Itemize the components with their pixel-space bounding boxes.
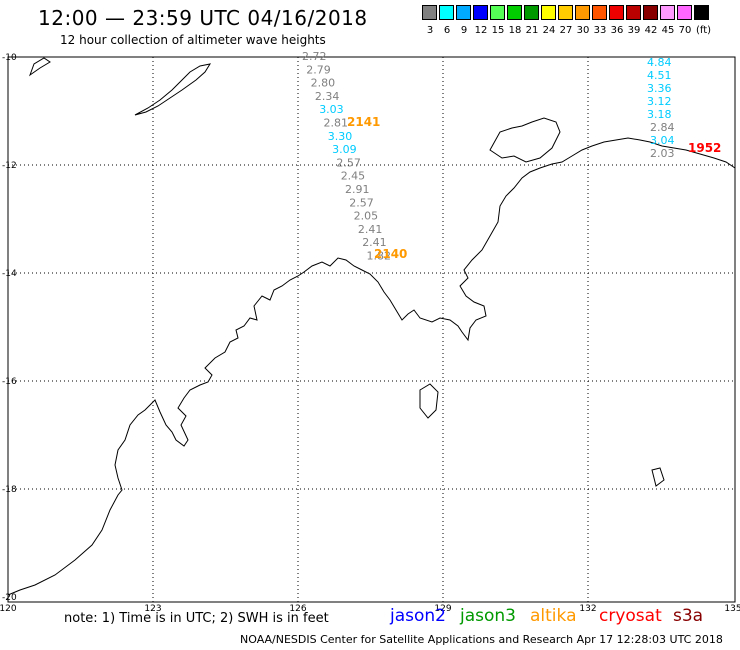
color-scale-label: 18 [508,25,522,36]
color-swatch [422,5,437,20]
legend-entry-altika: altika [530,606,577,626]
swh-reading: 2.03 [650,147,675,160]
color-swatch [541,5,556,20]
color-scale-label: 33 [593,25,607,36]
swh-reading: 2.79 [306,63,331,76]
swh-reading: 3.09 [332,143,357,156]
satellite-tracks: 2.722.792.802.343.032.813.303.092.572.45… [302,50,721,263]
color-swatch [677,5,692,20]
color-scale-unit: (ft) [696,25,712,36]
pass-time-label: 2140 [374,247,407,261]
color-scale-label: 70 [678,25,692,36]
color-swatch [694,5,709,20]
lon-tick-label: 123 [144,604,161,614]
color-scale-label: 12 [474,25,488,36]
swh-reading: 2.81 [324,117,349,130]
coastline-island-bay [419,383,439,419]
swh-reading: 2.05 [354,210,379,223]
swh-reading: 2.72 [302,50,327,63]
map-frame [7,56,736,603]
lat-tick-label: -10 [2,53,17,63]
swh-reading: 2.57 [336,156,361,169]
color-swatch [456,5,471,20]
color-swatch [507,5,522,20]
lat-tick-label: -18 [2,485,17,495]
swh-reading: 4.84 [647,56,672,69]
color-swatch [609,5,624,20]
swh-reading: 3.04 [650,134,675,147]
color-swatch [575,5,590,20]
swh-reading: 2.57 [349,196,374,209]
color-swatch [558,5,573,20]
legend-entry-jason2: jason2 [390,606,446,626]
swh-reading: 1.82 [367,250,392,263]
color-swatch [660,5,675,20]
color-swatch [643,5,658,20]
lat-tick-label: -14 [2,269,17,279]
lat-lon-grid: 120 123 126 129 132 135 -10 -12 -14 -16 -18 -20 [0,53,740,614]
color-scale-label: 21 [525,25,539,36]
swh-reading: 3.12 [647,95,672,108]
color-scale-label: 6 [443,25,451,36]
coastline-island-east [651,467,665,487]
coastline [7,57,736,596]
legend-entry-cryosat: cryosat [599,606,662,626]
color-swatch [490,5,505,20]
swh-reading: 4.51 [647,69,672,82]
color-scale-label: 30 [576,25,590,36]
color-scale-label: 36 [610,25,624,36]
swh-reading: 2.41 [362,236,387,249]
color-scale-label: 27 [559,25,573,36]
swh-reading: 2.91 [345,183,370,196]
pass-time-label: 1952 [688,141,721,155]
page-subtitle: 12 hour collection of altimeter wave hei… [60,33,326,47]
lat-tick-label: -20 [2,593,17,603]
swh-reading: 3.36 [647,82,672,95]
swh-reading: 3.18 [647,108,672,121]
color-scale-label: 42 [644,25,658,36]
coastline-timor [134,63,212,116]
legend-entry-s3a: s3a [673,606,704,626]
color-swatch [592,5,607,20]
coastline-tiwi-islands [489,117,561,163]
legend-entry-jason3: jason3 [460,606,516,626]
color-scale-label: 24 [542,25,556,36]
footnote: note: 1) Time is in UTC; 2) SWH is in fe… [64,611,329,626]
coastline-island-north [28,57,51,77]
pass-time-label: 2141 [347,115,380,129]
swh-reading: 2.80 [311,77,336,90]
page-title: 12:00 — 23:59 UTC 04/16/2018 [38,6,368,30]
swh-reading: 2.84 [650,121,675,134]
color-swatch [473,5,488,20]
swh-reading: 2.45 [341,170,366,183]
color-scale-label: 15 [491,25,505,36]
credit-line: NOAA/NESDIS Center for Satellite Applica… [240,633,723,646]
color-swatch [524,5,539,20]
color-scale-label: 3 [426,25,434,36]
lat-tick-label: -12 [2,161,17,171]
color-scale-label: 45 [661,25,675,36]
lon-tick-label: 129 [434,604,451,614]
swh-reading: 3.30 [328,130,353,143]
coastline-mainland [7,137,736,596]
color-scale-label: 9 [460,25,468,36]
lon-tick-label: 135 [724,604,740,614]
swh-reading: 3.03 [319,103,344,116]
swh-reading: 2.41 [358,223,383,236]
color-scale-label: 39 [627,25,641,36]
swh-reading: 2.34 [315,90,340,103]
color-swatch [626,5,641,20]
lon-tick-label: 132 [579,604,596,614]
color-swatch [439,5,454,20]
lon-tick-label: 126 [289,604,306,614]
lon-tick-label: 120 [0,604,17,614]
lat-tick-label: -16 [2,377,17,387]
